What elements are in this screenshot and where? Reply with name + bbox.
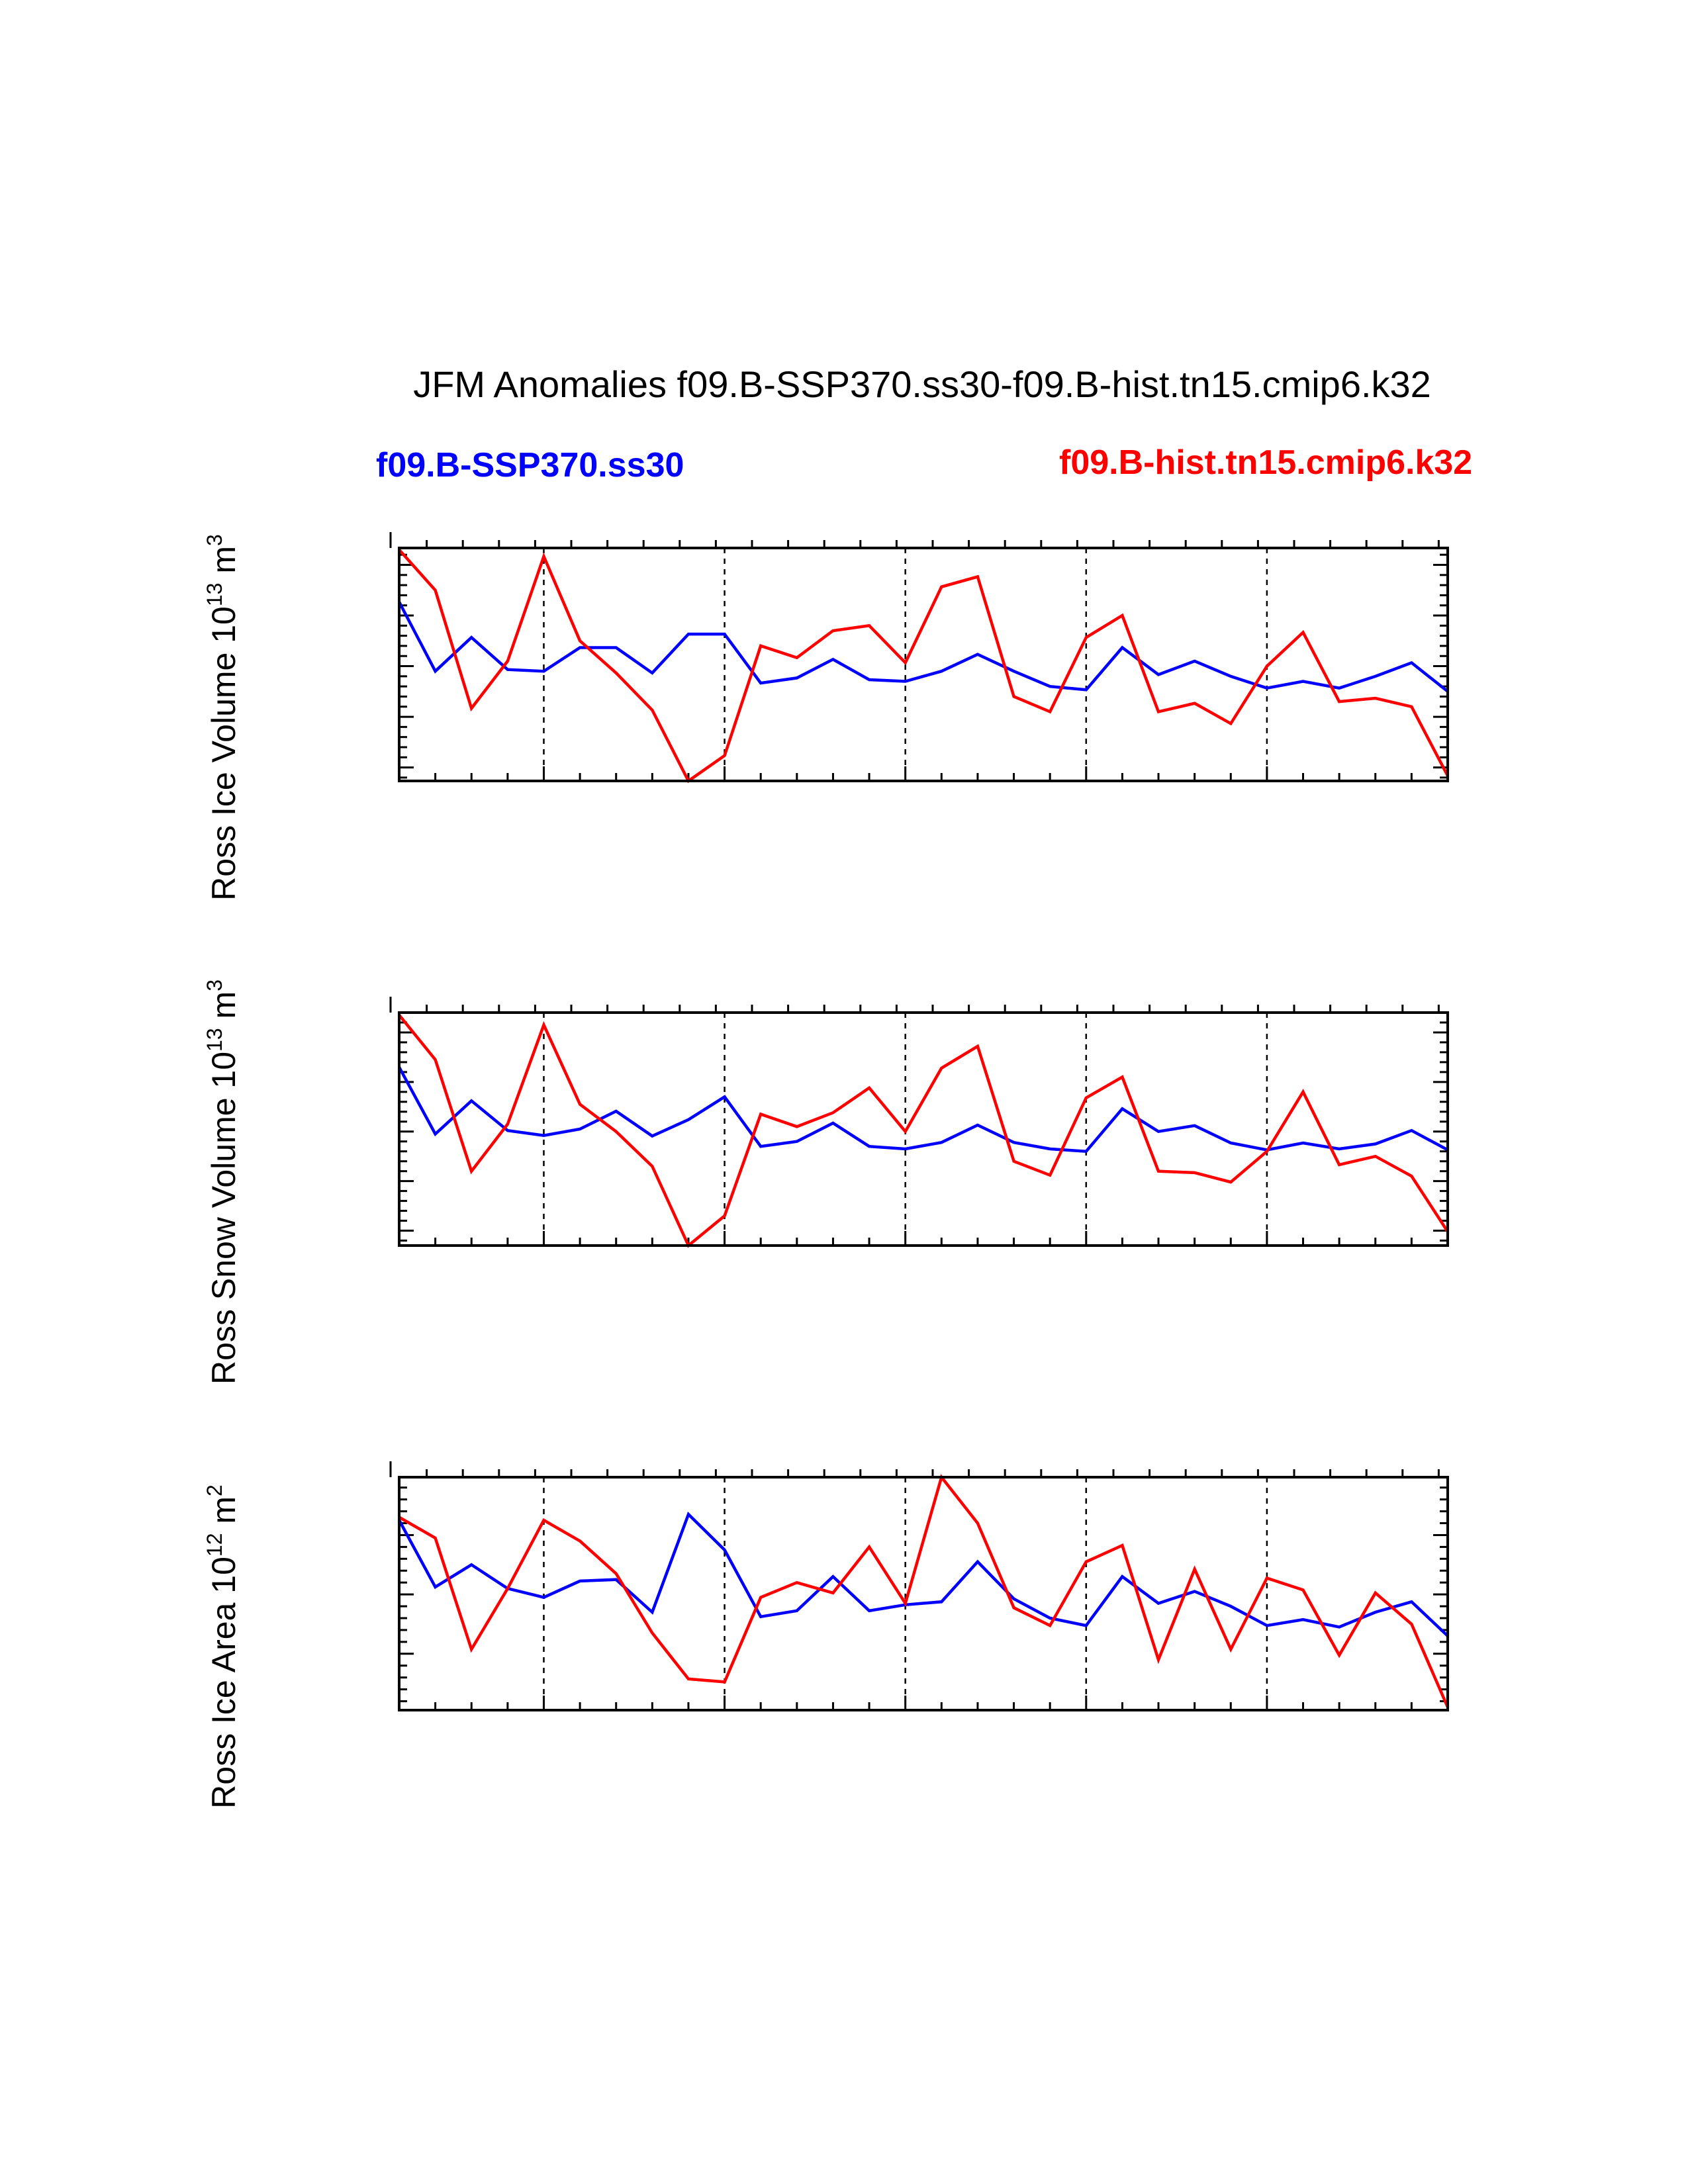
panel-2: Ross Snow Volume 1013 m3	[203, 979, 1449, 1385]
y-axis-label-part: 3	[203, 534, 226, 546]
y-axis-label-part: m	[205, 991, 242, 1028]
overlay-red-label: f09.B-hist.tn15.cmip6.k32	[1059, 443, 1472, 482]
y-axis-label-part: 2	[203, 1484, 226, 1496]
series-line-ssp	[398, 601, 1449, 693]
series-line-hist	[398, 549, 1449, 784]
series-line-ssp	[398, 1066, 1449, 1154]
series-line-hist	[398, 1014, 1449, 1248]
y-axis-label-part: m	[205, 546, 242, 583]
y-axis-label-part: 3	[203, 979, 226, 991]
y-axis-label: Ross Ice Area 1012 m2	[203, 1484, 242, 1809]
y-axis-label-part: Ross Ice Volume 10	[205, 606, 242, 901]
plot-frame	[398, 547, 1449, 782]
panel-1: Ross Ice Volume 1013 m3	[203, 532, 1449, 901]
y-axis-label-part: 12	[203, 1533, 226, 1557]
y-axis-label: Ross Snow Volume 1013 m3	[203, 979, 242, 1385]
series-line-hist	[398, 1474, 1450, 1708]
chart-title: JFM Anomalies f09.B-SSP370.ss30-f09.B-hi…	[413, 363, 1431, 405]
series-line-ssp	[398, 1512, 1449, 1637]
y-axis-label: Ross Ice Volume 1013 m3	[203, 534, 242, 901]
plot-frame	[398, 1011, 1449, 1247]
plot-frame	[398, 1476, 1449, 1711]
y-axis-label-part: 13	[203, 1028, 226, 1052]
panel-3: Ross Ice Area 1012 m2	[203, 1461, 1450, 1809]
y-axis-label-part: Ross Ice Area 10	[205, 1557, 242, 1809]
y-axis-label-part: m	[205, 1496, 242, 1533]
overlay-blue-label: f09.B-SSP370.ss30	[376, 446, 684, 484]
y-axis-label-part: Ross Snow Volume 10	[205, 1052, 242, 1385]
y-axis-label-part: 13	[203, 583, 226, 607]
